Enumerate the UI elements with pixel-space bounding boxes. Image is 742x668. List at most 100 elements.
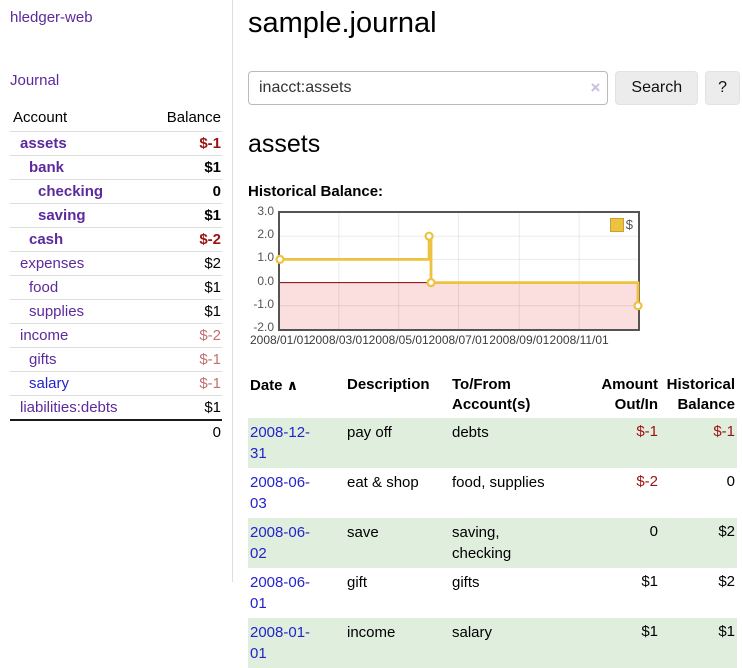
y-axis-tick-label: 3.0 [257,204,274,218]
transaction-accounts: debts [452,424,489,441]
account-link[interactable]: cash [29,231,64,248]
account-balance: $-2 [147,227,222,252]
account-row: food $1 [10,275,222,300]
transactions-table: Date ∧ Description To/From Account(s) Am… [248,372,737,668]
account-balance: $-1 [147,131,222,156]
accounts-total: 0 [147,419,222,444]
x-axis-tick-label: 2008/11/01 [549,333,609,347]
transaction-description: gift [347,574,368,591]
transaction-description: income [347,624,396,641]
balance-column-header: Balance [166,109,221,126]
transaction-description: pay off [347,424,392,441]
account-balance: $1 [147,275,222,300]
transaction-row: 2008-12-31 pay off debts $-1 $-1 [248,418,737,468]
account-link[interactable]: expenses [20,255,85,272]
transaction-balance: $2 [718,573,735,590]
transaction-date-link[interactable]: 2008-06-03 [250,474,311,512]
sidebar-item-journal[interactable]: Journal [10,72,60,89]
transaction-date-link[interactable]: 2008-12-31 [250,424,311,462]
account-balance: $1 [147,299,222,324]
transaction-date-link[interactable]: 2008-06-02 [250,524,311,562]
transaction-amount: $1 [641,573,658,590]
account-link[interactable]: food [29,279,59,296]
x-axis-tick-label: 2008/01/01 [249,333,311,347]
transaction-balance: $-1 [713,423,735,440]
account-row: income $-2 [10,323,222,348]
account-balance: $-1 [147,371,222,396]
search-button[interactable]: Search [615,71,699,105]
x-axis-tick-label: 2008/03/01 [308,333,369,347]
chart-plot-area: $ [275,211,643,331]
account-link[interactable]: bank [29,159,65,176]
account-row: bank $1 [10,155,222,180]
page-title: sample.journal [248,7,437,39]
transaction-date-link[interactable]: 2008-01-01 [250,624,311,662]
account-link[interactable]: assets [20,135,67,152]
account-balance: $-2 [147,323,222,348]
transaction-row: 2008-06-02 save saving, checking 0 $2 [248,518,737,568]
x-axis-tick-label: 2008/07/01 [428,333,489,347]
transaction-row: 2008-01-01 income salary $1 $1 [248,618,737,668]
date-header-label: Date [250,377,283,394]
y-axis-tick-label: 2.0 [257,227,274,242]
clear-search-icon[interactable]: × [590,78,601,97]
transaction-amount: $-2 [636,473,658,490]
account-balance: $1 [147,395,222,420]
transaction-date-link[interactable]: 2008-06-01 [250,574,311,612]
app-title-link[interactable]: hledger-web [10,9,93,26]
sort-ascending-icon: ∧ [286,377,299,393]
chart-title: Historical Balance: [248,183,384,200]
transaction-accounts: salary [452,624,493,641]
legend-label: $ [625,217,633,232]
account-link[interactable]: salary [29,375,70,392]
account-balance: $1 [147,203,222,228]
account-heading: assets [248,130,321,158]
sidebar: hledger-web Journal Account Balance asse… [0,0,233,582]
account-row: liabilities:debts $1 [10,395,222,420]
transaction-balance: $2 [718,523,735,540]
transaction-amount: $-1 [636,423,658,440]
account-balance: $2 [147,251,222,276]
transaction-amount: $1 [641,623,658,640]
description-column-header: Description [347,376,430,393]
account-column-header: Account [13,109,68,126]
transaction-row: 2008-06-03 eat & shop food, supplies $-2… [248,468,737,518]
transaction-row: 2008-06-01 gift gifts $1 $2 [248,568,737,618]
x-axis-tick-label: 2008/05/01 [368,333,429,347]
historical-balance-chart: $ 3.0 2.0 1.0 0.0 -1.0 -2.0 2008/01/01 2008/03/… [248,204,648,352]
transaction-accounts: gifts [452,574,480,591]
account-balance: 0 [147,179,222,204]
account-balance: $1 [147,155,222,180]
y-axis-tick-label: 1.0 [257,250,274,265]
account-link[interactable]: income [20,327,69,344]
main-content: sample.journal × Search ? assets Histori… [248,0,740,668]
account-row: saving $1 [10,203,222,228]
transaction-balance: $1 [718,623,735,640]
accounts-column-header: To/From Account(s) [452,376,531,413]
y-axis-tick-label: -2.0 [253,320,274,334]
y-axis-tick-label: 0.0 [257,273,274,288]
account-row: assets $-1 [10,131,222,156]
balance-column-header-txns: Historical Balance [666,376,735,413]
accounts-total-row: 0 [10,419,222,444]
account-link[interactable]: gifts [29,351,57,368]
account-link[interactable]: checking [38,183,104,200]
search-input[interactable] [248,71,609,105]
account-link[interactable]: supplies [29,303,85,320]
search-help-button[interactable]: ? [705,71,740,105]
date-column-header[interactable]: Date ∧ [248,372,345,418]
y-axis-tick-label: -1.0 [253,296,274,311]
sidebar-accounts-table: Account Balance assets $-1 bank $1 check… [10,106,222,444]
account-balance: $-1 [147,347,222,372]
account-row: cash $-2 [10,227,222,252]
transaction-accounts: food, supplies [452,474,545,491]
search-form: × Search ? [248,71,740,105]
legend-swatch-icon [609,217,624,232]
chart-legend: $ [607,216,635,233]
account-link[interactable]: liabilities:debts [20,399,118,416]
account-link[interactable]: saving [38,207,86,224]
account-row: salary $-1 [10,371,222,396]
transaction-balance: 0 [726,473,735,490]
transaction-description: eat & shop [347,474,419,491]
amount-column-header: Amount Out/In [601,376,658,413]
